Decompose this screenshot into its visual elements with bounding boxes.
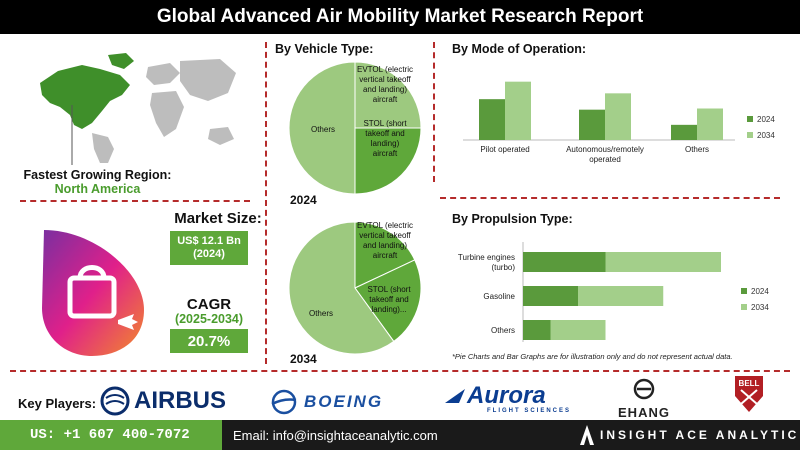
shopping-bag-icon: [67, 275, 117, 319]
market-size-year: (2024): [193, 248, 225, 260]
pie-slice-label: Others: [309, 309, 333, 318]
legend-label: 2034: [751, 303, 769, 312]
pie-slice: [354, 61, 422, 129]
footer-phone: US: +1 607 400-7072: [0, 420, 222, 450]
cagr-box: 20.7%: [170, 329, 248, 353]
category-label: Gasoline: [483, 292, 515, 301]
legend-label: 2024: [757, 115, 775, 124]
boeing-text: BOEING: [304, 392, 384, 411]
bar: [605, 93, 631, 140]
pie-slice-label: STOL (short takeoff and landing)...: [367, 285, 411, 314]
legend-swatch: [747, 132, 753, 138]
aurora-wing-icon: [445, 389, 465, 403]
asia-map: [180, 59, 236, 101]
bell-text: BELL: [739, 379, 760, 388]
category-label: Others: [491, 326, 515, 335]
legend-label: 2024: [751, 287, 769, 296]
propulsion-section-title: By Propulsion Type:: [452, 212, 573, 226]
cagr-label: CAGR: [186, 296, 232, 313]
bar: [671, 124, 697, 140]
legend-swatch: [741, 304, 747, 310]
divider-left: [265, 42, 267, 364]
bar: [523, 320, 551, 340]
legend-label: 2034: [757, 131, 775, 140]
players-label: Key Players:: [18, 396, 97, 411]
category-label: Autonomous/remotely operated: [566, 145, 644, 164]
footer-brand: INSIGHT ACE ANALYTIC: [600, 428, 800, 442]
pie-slice-label: EVTOL (electric vertical takeoff and landi…: [357, 221, 413, 260]
category-label: Pilot operated: [480, 145, 529, 154]
year-label-2024: 2024: [290, 193, 317, 207]
page-title: Global Advanced Air Mobility Market Rese…: [156, 6, 644, 27]
year-label-2034: 2034: [290, 352, 317, 366]
airbus-text: AIRBUS: [134, 387, 227, 414]
footer-email: Email: info@insightaceanalytic.com: [233, 427, 438, 443]
europe-map: [146, 63, 180, 85]
africa-map: [150, 91, 184, 137]
aurora-logo: Aurora FLIGHT SCIENCES: [445, 382, 571, 414]
airplane-icon: [118, 314, 138, 330]
aurora-subtext: FLIGHT SCIENCES: [487, 408, 572, 414]
propulsion-bar-chart: Turbine engines (turbo) Gasoline Others 2024…: [458, 242, 769, 342]
cagr-period: (2025-2034): [174, 312, 244, 326]
pie-slice-label: STOL (short takeoff and landing) aircraft: [363, 119, 407, 158]
bar: [505, 81, 531, 140]
aurora-text: Aurora: [467, 382, 546, 409]
vehicle-section-title: By Vehicle Type:: [275, 42, 374, 56]
divider-bottom: [10, 370, 790, 372]
legend-swatch: [747, 116, 753, 122]
pie-slice-label: EVTOL (electric vertical takeoff and landi…: [357, 65, 413, 104]
north-america-map: [40, 65, 130, 129]
category-label: Others: [685, 145, 709, 154]
world-map: [40, 53, 236, 165]
region-value: North America: [54, 182, 141, 196]
legend-swatch: [741, 288, 747, 294]
bar: [579, 109, 605, 140]
ehang-emblem-icon: [633, 378, 655, 400]
airbus-logo: AIRBUS: [100, 386, 226, 416]
south-america-map: [92, 133, 114, 163]
title-bar: Global Advanced Air Mobility Market Rese…: [0, 0, 800, 34]
bar: [550, 320, 606, 340]
bar: [697, 108, 723, 140]
pie-chart-2034: EVTOL (electric vertical takeoff and landi…: [288, 221, 422, 355]
region-label: Fastest Growing Region:: [23, 168, 172, 182]
pie-slice: [354, 127, 422, 195]
footnote: *Pie Charts and Bar Graphs are for illus…: [452, 352, 733, 361]
ehang-text: EHANG: [618, 405, 670, 420]
pie-chart-2024: EVTOL (electric vertical takeoff and landi…: [288, 61, 422, 195]
australia-map: [208, 127, 234, 145]
cagr-value: 20.7%: [187, 332, 231, 350]
pie-slice: [288, 61, 356, 195]
bell-shield-icon: BELL: [735, 376, 763, 412]
operation-section-title: By Mode of Operation:: [452, 42, 587, 56]
brand-drop-logo: [42, 230, 144, 356]
bar: [479, 99, 505, 140]
pie-slice: [288, 221, 395, 355]
divider-right-top: [433, 42, 435, 182]
ehang-logo: EHANG: [614, 378, 674, 420]
bar: [523, 252, 606, 272]
pie-slice: [354, 259, 422, 343]
pie-slice-label: Others: [311, 125, 335, 134]
category-label: Turbine engines (turbo): [458, 253, 515, 272]
market-size-box: US$ 12.1 Bn (2024): [170, 231, 248, 265]
boeing-logo: BOEING: [270, 388, 383, 416]
operation-bar-chart: Pilot operated Autonomous/remotely operate…: [463, 81, 775, 164]
bar: [605, 252, 721, 272]
bar: [523, 286, 578, 306]
market-size-label: Market Size:: [174, 210, 262, 227]
bell-logo: BELL: [733, 374, 765, 419]
boeing-emblem-icon: [271, 389, 297, 415]
airbus-emblem-icon: [100, 386, 130, 416]
pie-slice: [354, 221, 416, 289]
greenland-map: [108, 53, 134, 69]
market-size-value: US$ 12.1 Bn: [177, 235, 241, 247]
brand-a-icon: [580, 425, 594, 450]
divider-left-horizontal: [20, 200, 250, 202]
divider-right-horizontal: [440, 197, 780, 199]
bar: [578, 286, 664, 306]
